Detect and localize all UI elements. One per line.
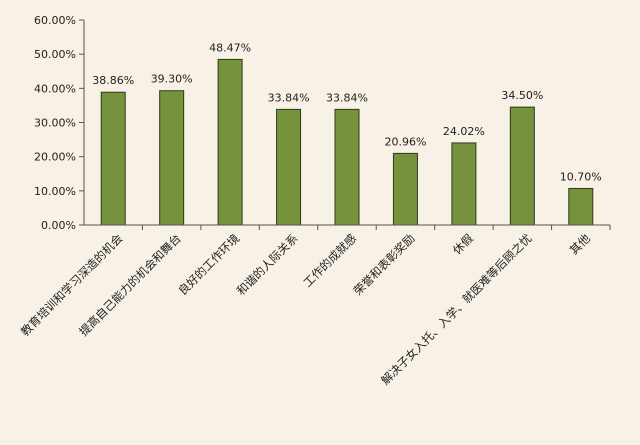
- y-tick-label: 10.00%: [34, 185, 76, 198]
- data-label: 39.30%: [151, 73, 193, 86]
- y-tick-label: 20.00%: [34, 151, 76, 164]
- bar: [276, 108, 302, 226]
- y-axis-ticks: 0.00% 10.00% 20.00% 30.00% 40.00% 50.00% 60.00…: [34, 14, 84, 232]
- category-label: 工作的成就感: [300, 231, 359, 290]
- bar: [159, 90, 185, 226]
- category-label: 教育培训和学习深造的机会: [18, 231, 126, 339]
- category-label: 良好的工作环境: [175, 231, 242, 298]
- category-label: 和谐的人际关系: [234, 231, 301, 298]
- data-labels: 38.86% 39.30% 48.47% 33.84% 33.84% 20.96% 24.0…: [92, 41, 602, 183]
- category-label: 荣誉和表彰奖励: [351, 231, 418, 298]
- data-label: 33.84%: [326, 91, 368, 104]
- bar: [334, 108, 360, 226]
- bar: [217, 58, 243, 226]
- bar: [392, 152, 418, 226]
- data-label: 38.86%: [92, 74, 134, 87]
- data-label: 10.70%: [560, 170, 602, 183]
- bars: [100, 58, 594, 226]
- data-label: 33.84%: [268, 91, 310, 104]
- data-label: 20.96%: [384, 135, 426, 148]
- y-tick-label: 60.00%: [34, 14, 76, 27]
- y-tick-label: 0.00%: [41, 219, 76, 232]
- bar: [100, 91, 126, 226]
- category-label: 提高自己能力的机会和舞台: [76, 231, 183, 338]
- bar: [568, 187, 594, 226]
- category-label: 其他: [567, 231, 594, 258]
- bar: [509, 106, 535, 226]
- y-tick-label: 30.00%: [34, 117, 76, 130]
- data-label: 48.47%: [209, 41, 251, 54]
- y-tick-label: 50.00%: [34, 48, 76, 61]
- data-label: 24.02%: [443, 125, 485, 138]
- category-label: 休假: [450, 231, 477, 258]
- bar: [451, 142, 477, 226]
- y-tick-label: 40.00%: [34, 82, 76, 95]
- axes: [83, 20, 610, 226]
- data-label: 34.50%: [501, 89, 543, 102]
